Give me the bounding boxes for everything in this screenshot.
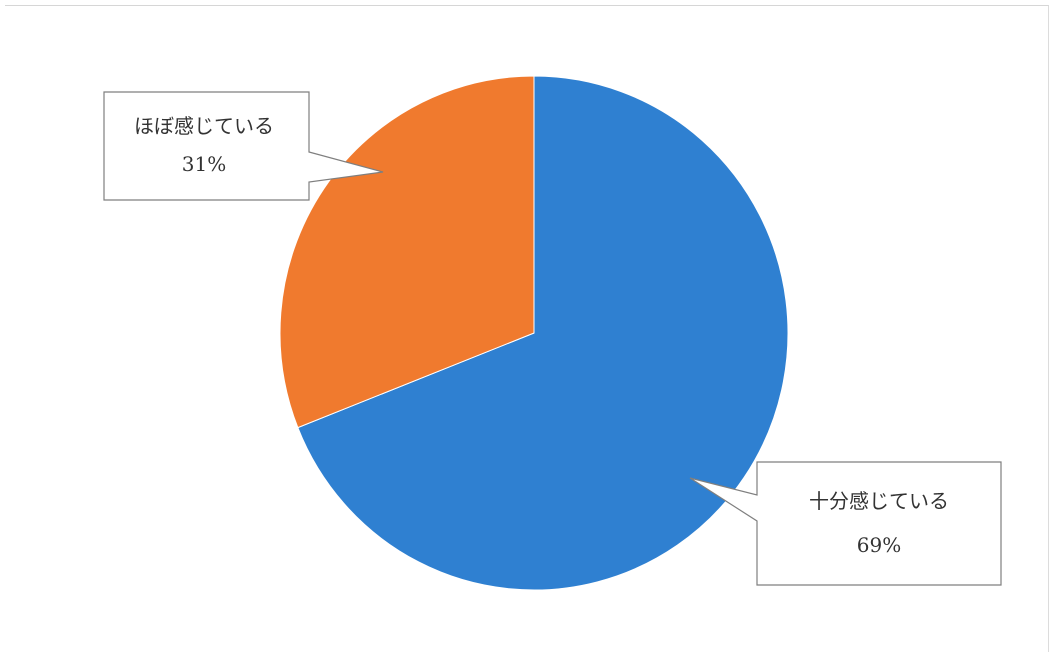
pie-slice-juubun [297, 75, 789, 591]
slice-label-juubun: 十分感じている [809, 489, 949, 513]
slice-value-hobo: 31% [182, 152, 226, 176]
slice-value-juubun: 69% [857, 533, 901, 557]
slice-label-hobo: ほぼ感じている [134, 114, 274, 138]
callout-box-hobo [103, 91, 384, 201]
callout-hobo: ほぼ感じている 31% [103, 91, 384, 201]
pie-slices [279, 75, 789, 591]
callout-box-juubun [689, 461, 1002, 586]
callout-juubun: 十分感じている 69% [689, 461, 1002, 586]
chart-area [5, 5, 1049, 652]
